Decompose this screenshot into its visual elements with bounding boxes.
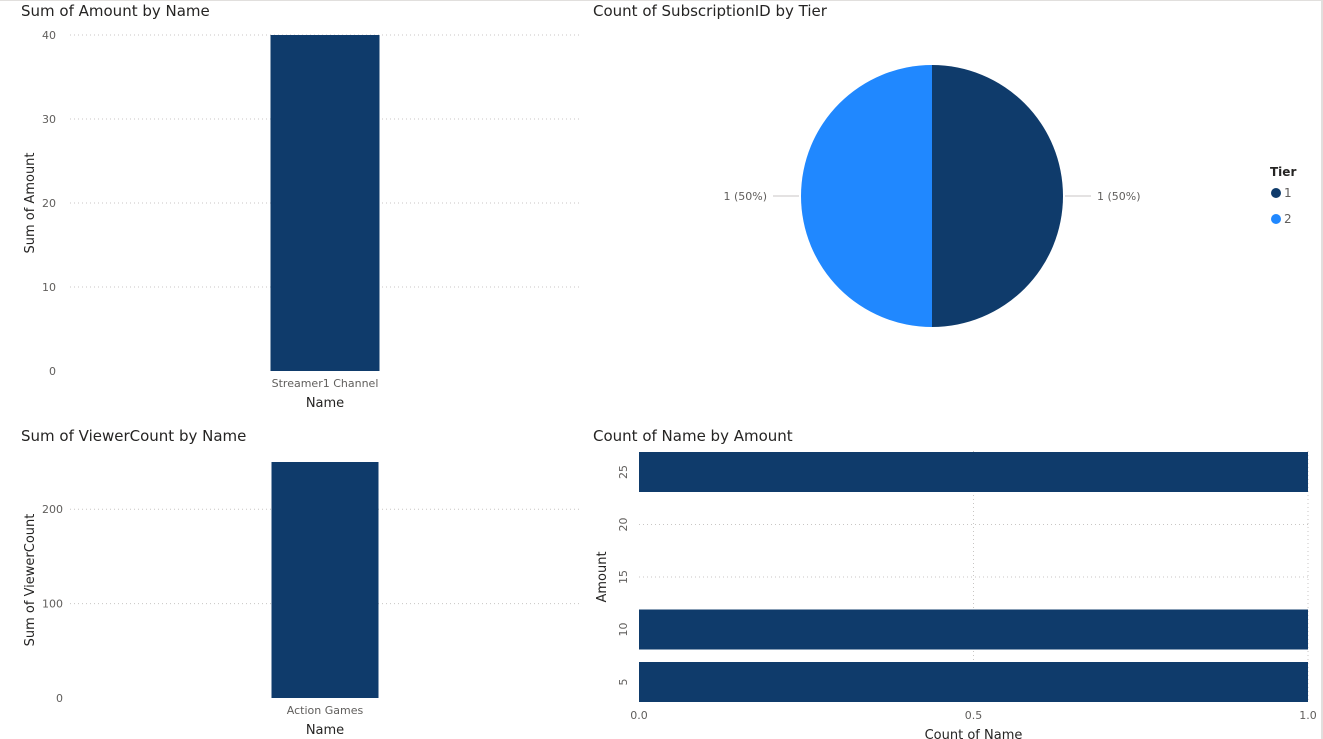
bar bbox=[639, 662, 1308, 702]
y-tick-label: 10 bbox=[42, 281, 56, 294]
x-tick-label: 1.0 bbox=[1299, 709, 1317, 722]
y-axis-title: Sum of Amount bbox=[23, 152, 38, 253]
subscription-by-tier-visual[interactable]: Count of SubscriptionID by Tier 1 (50%) 1… bbox=[573, 0, 1321, 420]
pie-data-label: 1 (50%) bbox=[723, 190, 767, 203]
name-count-by-amount-plot: 0.0 0.5 1.0 5 10 15 20 25 Count of Name Amount bbox=[595, 451, 1317, 739]
y-tick-label: 20 bbox=[617, 518, 630, 532]
viewercount-by-name-visual[interactable]: Sum of ViewerCount by Name 0 100 200 Action… bbox=[0, 425, 590, 739]
x-axis-title: Name bbox=[306, 396, 344, 411]
legend-marker-tier-1 bbox=[1271, 188, 1281, 198]
bar bbox=[271, 462, 379, 698]
legend-label-tier-2: 2 bbox=[1284, 212, 1292, 226]
viewercount-by-name-plot: 0 100 200 Action Games Name Sum of ViewerCoun… bbox=[23, 462, 580, 738]
y-tick-label: 5 bbox=[617, 679, 630, 686]
x-tick-label: 0.0 bbox=[630, 709, 648, 722]
chart-title: Sum of Amount by Name bbox=[21, 2, 210, 20]
y-tick-label: 0 bbox=[49, 365, 56, 378]
canvas-top-border bbox=[0, 0, 1323, 1]
pie-slice-tier-2 bbox=[801, 65, 932, 327]
x-tick-label: Streamer1 Channel bbox=[272, 377, 379, 390]
y-tick-label: 25 bbox=[617, 465, 630, 479]
y-axis-title: Amount bbox=[595, 551, 610, 602]
bar bbox=[639, 609, 1308, 650]
legend-label-tier-1: 1 bbox=[1284, 186, 1292, 200]
y-tick-label: 15 bbox=[617, 570, 630, 584]
bar bbox=[639, 452, 1308, 492]
chart-title: Sum of ViewerCount by Name bbox=[21, 427, 247, 445]
y-tick-label: 0 bbox=[56, 692, 63, 705]
y-tick-label: 10 bbox=[617, 623, 630, 637]
pie-slice-tier-1 bbox=[932, 65, 1063, 327]
x-tick-label: Action Games bbox=[287, 704, 364, 717]
x-axis-title: Count of Name bbox=[925, 728, 1023, 739]
chart-title: Count of Name by Amount bbox=[593, 427, 793, 445]
y-tick-label: 20 bbox=[42, 197, 56, 210]
name-count-by-amount-visual[interactable]: Count of Name by Amount 0.0 0.5 1.0 5 10 15 20… bbox=[573, 425, 1321, 739]
amount-by-name-plot: 0 10 20 30 40 Streamer1 Channel Name Sum of Amo… bbox=[23, 29, 580, 411]
y-axis-title: Sum of ViewerCount bbox=[23, 514, 38, 647]
amount-by-name-visual[interactable]: Sum of Amount by Name 0 10 20 30 40 Streamer1… bbox=[0, 0, 590, 420]
legend-marker-tier-2 bbox=[1271, 214, 1281, 224]
y-tick-label: 30 bbox=[42, 113, 56, 126]
y-tick-label: 200 bbox=[42, 503, 63, 516]
pie-data-label: 1 (50%) bbox=[1097, 190, 1141, 203]
bar bbox=[270, 35, 380, 371]
y-tick-label: 40 bbox=[42, 29, 56, 42]
chart-title: Count of SubscriptionID by Tier bbox=[593, 2, 827, 20]
subscription-by-tier-plot: 1 (50%) 1 (50%) Tier 1 2 bbox=[723, 65, 1296, 327]
canvas-right-border bbox=[1321, 0, 1323, 739]
x-axis-title: Name bbox=[306, 723, 344, 738]
x-tick-label: 0.5 bbox=[965, 709, 983, 722]
y-tick-label: 100 bbox=[42, 598, 63, 611]
legend-title: Tier bbox=[1270, 165, 1296, 179]
